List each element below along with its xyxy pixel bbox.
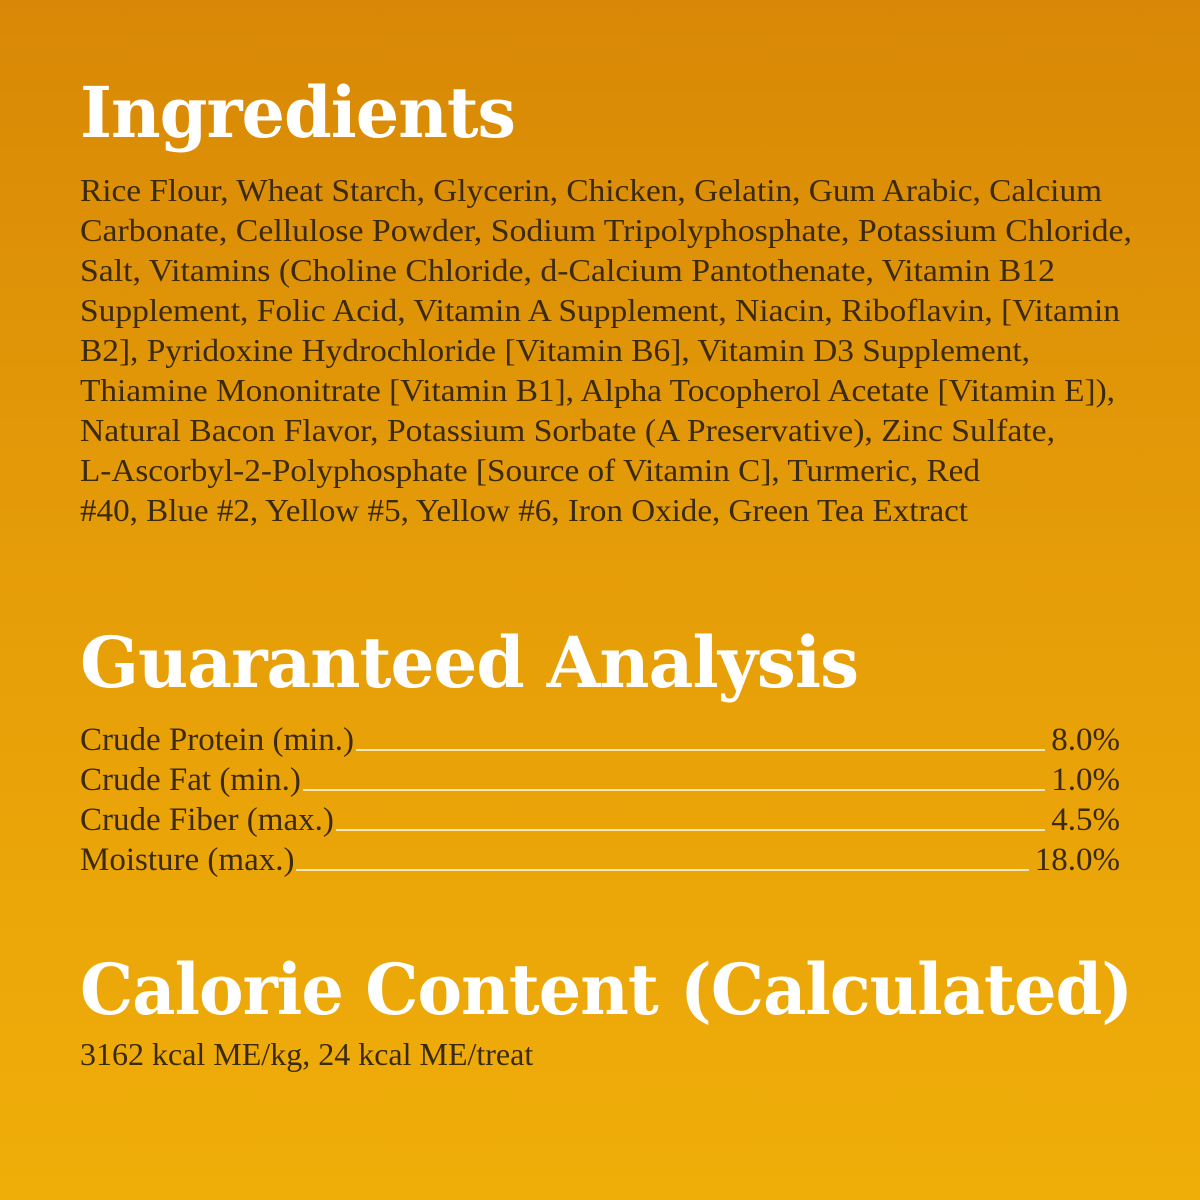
analysis-table: Crude Protein (min.) 8.0% Crude Fat (min.… bbox=[80, 720, 1120, 880]
ingredients-line: #40, Blue #2, Yellow #5, Yellow #6, Iron… bbox=[80, 492, 969, 528]
ingredients-line: Salt, Vitamins (Choline Chloride, d-Calc… bbox=[80, 252, 1055, 288]
analysis-label: Moisture (max.) bbox=[80, 842, 295, 878]
ingredients-list: Rice Flour, Wheat Starch, Glycerin, Chic… bbox=[80, 170, 1132, 530]
leader-line bbox=[335, 829, 1046, 831]
ingredients-line: B2], Pyridoxine Hydrochloride [Vitamin B… bbox=[80, 332, 1030, 368]
calorie-content-text: 3162 kcal ME/kg, 24 kcal ME/treat bbox=[80, 1036, 534, 1072]
guaranteed-analysis-heading: Guaranteed Analysis bbox=[80, 621, 859, 704]
analysis-label: Crude Protein (min.) bbox=[80, 722, 355, 758]
analysis-label: Crude Fiber (max.) bbox=[80, 802, 334, 838]
analysis-value: 18.0% bbox=[1034, 842, 1120, 878]
analysis-row: Crude Fat (min.) 1.0% bbox=[80, 760, 1120, 800]
leader-line bbox=[302, 789, 1046, 791]
analysis-value: 4.5% bbox=[1051, 802, 1120, 838]
analysis-row: Crude Protein (min.) 8.0% bbox=[80, 720, 1120, 760]
leader-line bbox=[356, 749, 1046, 751]
calorie-content-heading: Calorie Content (Calculated) bbox=[80, 948, 1133, 1031]
ingredients-line: Natural Bacon Flavor, Potassium Sorbate … bbox=[80, 412, 1055, 448]
leader-line bbox=[296, 869, 1029, 871]
analysis-value: 1.0% bbox=[1051, 762, 1120, 798]
ingredients-line: L-Ascorbyl-2-Polyphosphate [Source of Vi… bbox=[80, 452, 980, 488]
ingredients-line: Rice Flour, Wheat Starch, Glycerin, Chic… bbox=[80, 172, 1102, 208]
analysis-label: Crude Fat (min.) bbox=[80, 762, 301, 798]
analysis-row: Moisture (max.) 18.0% bbox=[80, 840, 1120, 880]
ingredients-line: Thiamine Mononitrate [Vitamin B1], Alpha… bbox=[80, 372, 1115, 408]
ingredients-line: Carbonate, Cellulose Powder, Sodium Trip… bbox=[80, 212, 1132, 248]
analysis-value: 8.0% bbox=[1051, 722, 1120, 758]
ingredients-heading: Ingredients bbox=[80, 71, 516, 154]
ingredients-line: Supplement, Folic Acid, Vitamin A Supple… bbox=[80, 292, 1120, 328]
analysis-row: Crude Fiber (max.) 4.5% bbox=[80, 800, 1120, 840]
